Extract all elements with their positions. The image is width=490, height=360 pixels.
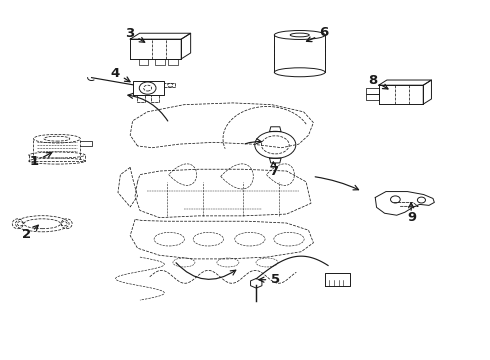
Text: 5: 5	[271, 273, 280, 286]
Text: 2: 2	[22, 228, 31, 241]
Text: 1: 1	[29, 155, 39, 168]
Text: 3: 3	[125, 27, 135, 40]
Text: 7: 7	[269, 165, 278, 177]
Text: 4: 4	[111, 67, 120, 80]
Text: 9: 9	[408, 211, 416, 224]
Text: 6: 6	[319, 27, 329, 40]
Text: 8: 8	[368, 74, 378, 87]
